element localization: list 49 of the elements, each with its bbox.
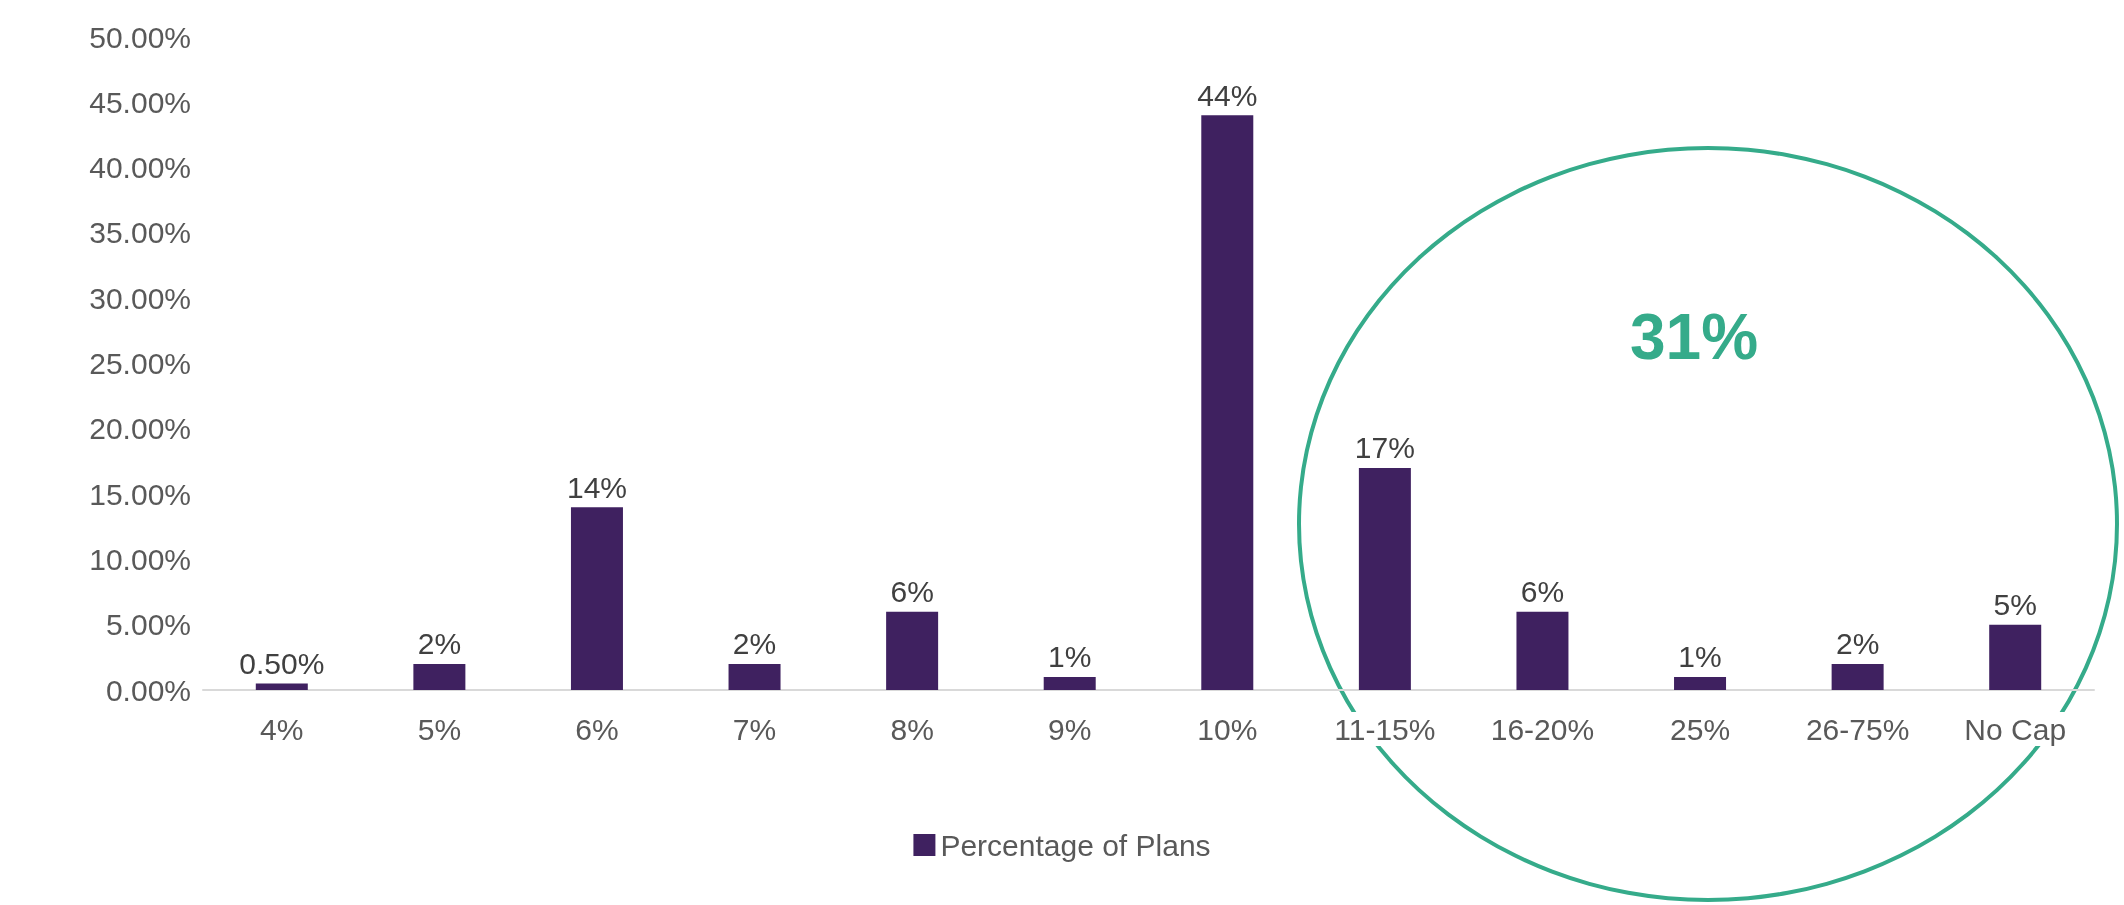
data-label: 6% (1520, 575, 1565, 609)
data-label: 2% (1835, 627, 1880, 661)
data-label: 1% (1678, 640, 1722, 674)
bar (413, 663, 466, 690)
legend-label: Percentage of Plans (940, 828, 1211, 862)
bar (1043, 676, 1096, 690)
data-label: 6% (890, 575, 934, 609)
data-label: 17% (1354, 431, 1415, 465)
y-tick-label: 35.00% (89, 216, 191, 250)
x-tick-label: 6% (575, 712, 619, 746)
annotation: 31% (1630, 301, 1759, 373)
y-tick-label: 40.00% (89, 151, 191, 185)
x-tick-label: 25% (1670, 712, 1731, 746)
data-label: 2% (417, 627, 462, 661)
x-tick-label: 26-75% (1805, 712, 1910, 746)
data-label: 14% (566, 470, 627, 504)
bar (570, 507, 623, 690)
y-tick-label: 15.00% (89, 477, 191, 511)
bar (1201, 115, 1254, 690)
y-tick-label: 25.00% (89, 347, 191, 380)
x-tick-label: 10% (1197, 712, 1258, 746)
bar (1674, 676, 1727, 690)
x-tick-label: 7% (732, 712, 777, 746)
bar (1831, 663, 1884, 690)
bar (1358, 467, 1411, 690)
y-tick-label: 0.00% (105, 673, 191, 707)
data-label: 2% (732, 627, 777, 661)
x-tick-label: No Cap (1964, 712, 2067, 746)
bar (728, 663, 781, 690)
bar (1989, 624, 2042, 690)
x-tick-label: 8% (890, 712, 934, 746)
y-tick-label: 10.00% (89, 542, 191, 576)
y-tick-label: 20.00% (89, 412, 191, 446)
x-tick-label: 16-20% (1490, 712, 1595, 746)
bar (1516, 611, 1569, 690)
x-tick-label: 9% (1048, 712, 1092, 746)
y-tick-label: 50.00% (89, 20, 191, 54)
bar (255, 683, 308, 690)
data-label: 0.50% (239, 646, 325, 680)
data-label: 1% (1048, 640, 1092, 674)
x-tick-label: 11-15% (1334, 712, 1436, 746)
x-tick-label: 5% (417, 712, 462, 746)
y-tick-label: 30.00% (89, 281, 191, 315)
y-tick-label: 5.00% (105, 608, 191, 642)
data-label: 5% (1993, 588, 2037, 622)
bar (886, 611, 939, 690)
data-label: 44% (1197, 78, 1258, 112)
x-tick-label: 4% (260, 712, 304, 746)
y-tick-label: 45.00% (89, 85, 191, 119)
